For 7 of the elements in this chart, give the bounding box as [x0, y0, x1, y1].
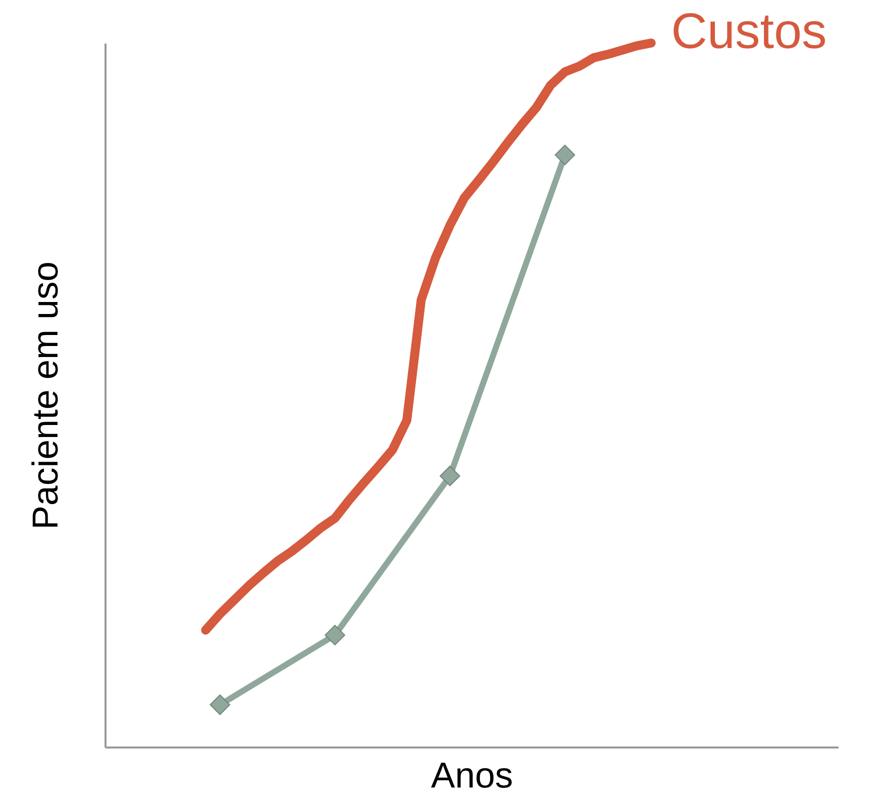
point — [210, 694, 230, 716]
y-axis-title: Paciente em uso — [24, 261, 66, 530]
point — [554, 144, 576, 166]
series-label: Custos — [671, 3, 827, 59]
x-axis-title: Anos — [430, 754, 514, 796]
point — [324, 624, 346, 646]
point — [440, 466, 460, 486]
